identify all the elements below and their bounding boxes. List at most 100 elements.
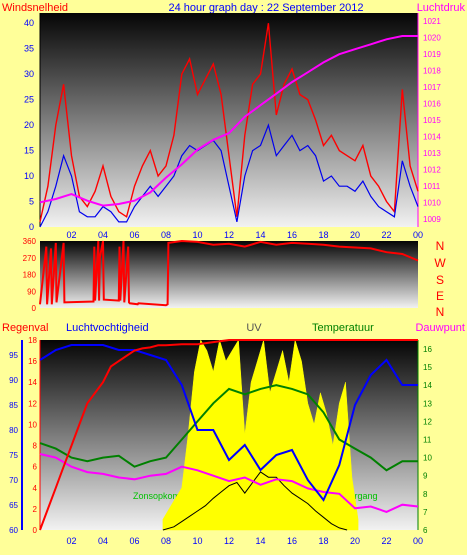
dewpoint-line (39, 453, 419, 513)
chart-title: 24 hour graph day : 22 September 2012 (168, 2, 363, 14)
temperature-tick-label: 15 (423, 363, 432, 372)
pressure-tick-label: 1011 (423, 182, 441, 191)
pressure-tick-label: 1014 (423, 132, 441, 141)
x-tick-label: 14 (255, 230, 265, 240)
x-tick-label: 04 (98, 536, 108, 546)
pressure-tick-label: 1009 (423, 215, 441, 224)
temperature-label: Temperatuur (312, 322, 374, 334)
compass-label: S (436, 273, 444, 287)
rain-label: Regenval (2, 322, 48, 334)
x-tick-label: 06 (129, 536, 139, 546)
x-tick-label: 08 (161, 536, 171, 546)
x-tick-label: 16 (287, 230, 297, 240)
x-tick-label: 08 (161, 230, 171, 240)
pressure-tick-label: 1016 (423, 100, 441, 109)
wind-plot-area (40, 13, 418, 227)
rain-tick-label: 10 (28, 420, 37, 429)
temperature-tick-label: 8 (423, 490, 428, 499)
temperature-tick-label: 14 (423, 381, 432, 390)
temperature-tick-label: 6 (423, 526, 428, 535)
humidity-tick-label: 65 (9, 501, 18, 510)
x-tick-label: 10 (192, 536, 202, 546)
x-tick-label: 16 (287, 536, 297, 546)
direction-line (39, 239, 419, 307)
temperature-line (39, 384, 418, 472)
compass-label: N (436, 239, 445, 253)
x-tick-label: 20 (350, 230, 360, 240)
x-tick-label: 00 (413, 230, 423, 240)
x-tick-label: 04 (98, 230, 108, 240)
dewpoint-label: Dauwpunt (415, 322, 465, 334)
compass-label: W (434, 256, 446, 270)
x-tick-label: 06 (129, 230, 139, 240)
humidity-tick-label: 70 (9, 476, 18, 485)
compass-label: E (436, 289, 444, 303)
pressure-tick-label: 1021 (423, 17, 441, 26)
pressure-line (39, 35, 418, 207)
humidity-tick-label: 95 (9, 351, 18, 360)
wind-y-tick-label: 10 (24, 171, 34, 181)
solar-line (162, 471, 348, 531)
rain-tick-label: 6 (33, 463, 38, 472)
rain-tick-label: 18 (28, 336, 37, 345)
x-tick-label: 00 (413, 536, 423, 546)
wind-y-tick-label: 30 (24, 69, 34, 79)
wind-y-tick-label: 25 (24, 95, 34, 105)
direction-tick-label: 360 (23, 237, 37, 246)
x-tick-label: 20 (350, 536, 360, 546)
x-tick-label: 22 (381, 230, 391, 240)
temperature-tick-label: 9 (423, 472, 428, 481)
x-tick-label: 12 (224, 536, 234, 546)
direction-tick-label: 180 (23, 271, 37, 280)
humidity-tick-label: 75 (9, 451, 18, 460)
rain-line (39, 339, 418, 531)
rain-tick-label: 4 (33, 484, 38, 493)
humidity-label: Luchtvochtigheid (66, 322, 149, 334)
rain-tick-label: 12 (28, 399, 37, 408)
pressure-tick-label: 1015 (423, 116, 441, 125)
direction-tick-label: 90 (27, 287, 36, 296)
rain-tick-label: 8 (33, 442, 38, 451)
wind-y-tick-label: 35 (24, 44, 34, 54)
pressure-tick-label: 1017 (423, 83, 441, 92)
temperature-tick-label: 12 (423, 417, 432, 426)
x-tick-label: 02 (66, 230, 76, 240)
pressure-tick-label: 1013 (423, 149, 441, 158)
rain-tick-label: 14 (28, 378, 37, 387)
x-tick-label: 02 (66, 536, 76, 546)
wind-speed-label: Windsnelheid (2, 2, 68, 14)
pressure-tick-label: 1020 (423, 34, 441, 43)
direction-tick-label: 270 (23, 254, 37, 263)
temperature-tick-label: 16 (423, 345, 432, 354)
direction-tick-label: 0 (32, 304, 37, 313)
rain-tick-label: 16 (28, 357, 37, 366)
wind-y-tick-label: 5 (29, 197, 34, 207)
uv-label: UV (246, 322, 262, 334)
temperature-tick-label: 11 (423, 436, 432, 445)
sunrise-annotation: Zonsopkomst (133, 491, 188, 501)
wind-y-tick-label: 0 (29, 222, 34, 232)
wind-y-tick-label: 15 (24, 146, 34, 156)
rain-tick-label: 0 (33, 526, 38, 535)
temperature-tick-label: 13 (423, 399, 432, 408)
pressure-label: Luchtdruk (417, 2, 466, 14)
wind-gust-line (39, 23, 419, 223)
humidity-tick-label: 85 (9, 401, 18, 410)
wind-y-tick-label: 20 (24, 120, 34, 130)
humidity-line (39, 344, 418, 502)
pressure-tick-label: 1012 (423, 165, 441, 174)
x-tick-label: 18 (318, 230, 328, 240)
humidity-tick-label: 80 (9, 426, 18, 435)
humidity-tick-label: 90 (9, 376, 18, 385)
x-tick-label: 18 (318, 536, 328, 546)
rain-tick-label: 2 (33, 505, 38, 514)
pressure-tick-label: 1018 (423, 67, 441, 76)
x-tick-label: 22 (381, 536, 391, 546)
temperature-tick-label: 7 (423, 508, 428, 517)
pressure-tick-label: 1010 (423, 198, 441, 207)
compass-label: N (436, 305, 445, 319)
x-tick-label: 14 (255, 536, 265, 546)
pressure-tick-label: 1019 (423, 50, 441, 59)
x-tick-label: 10 (192, 230, 202, 240)
